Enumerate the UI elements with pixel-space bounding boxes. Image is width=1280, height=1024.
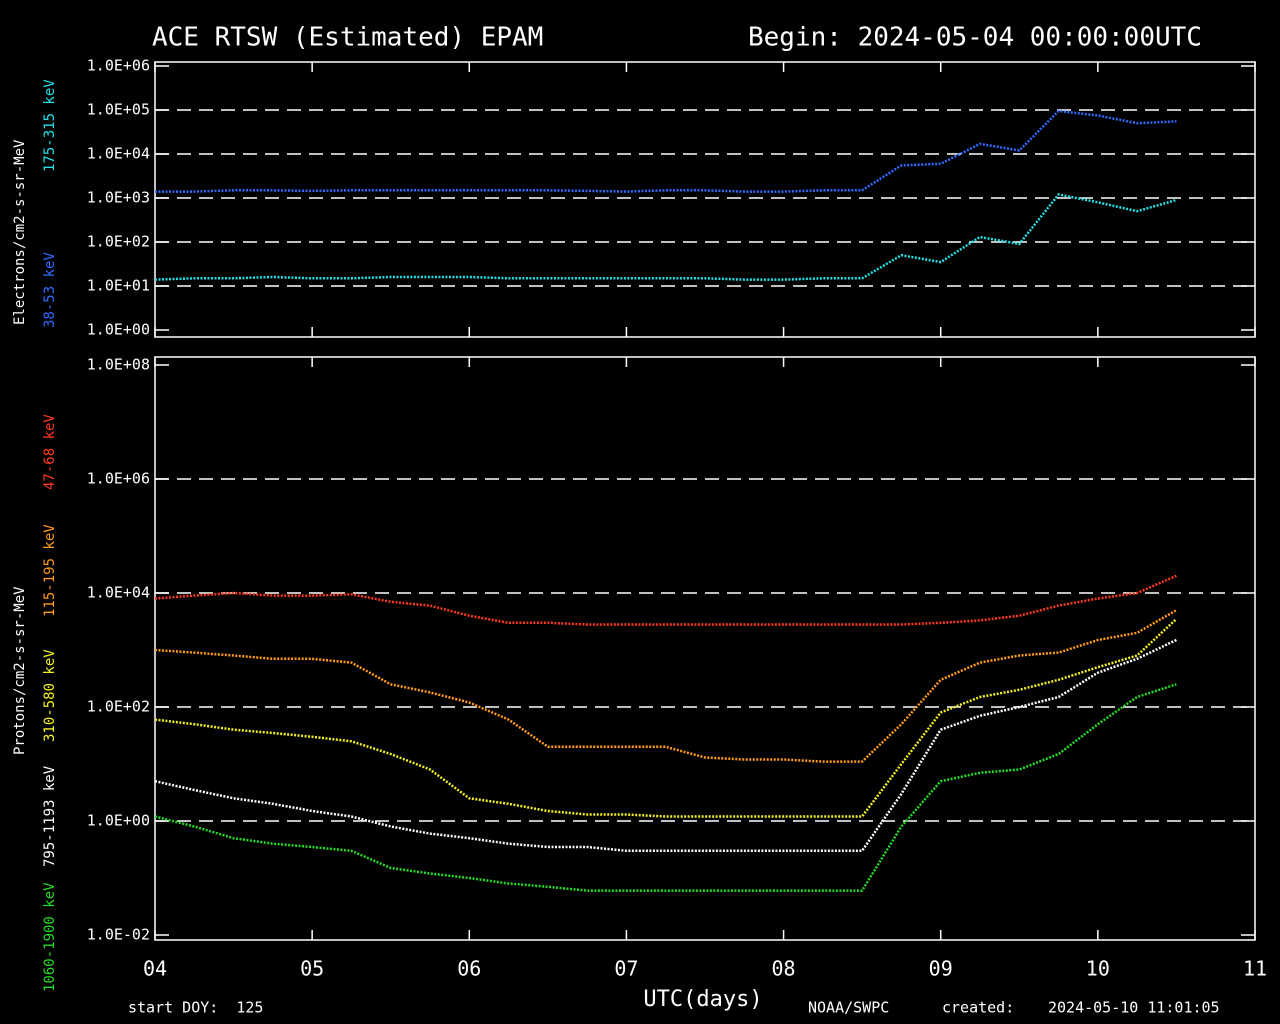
created-label: created:: [942, 999, 1014, 1017]
y-axis-title: Protons/cm2-s-sr-MeV: [12, 586, 28, 755]
y-tick-label: 1.0E+08: [87, 356, 150, 374]
created-time: 2024-05-10 11:01:05: [1048, 999, 1220, 1017]
start-doy: start DOY: 125: [128, 999, 263, 1017]
y-tick-label: 1.0E+04: [87, 145, 150, 163]
series-line: [154, 683, 1177, 892]
y-tick-label: 1.0E+02: [87, 233, 150, 251]
series-line: [154, 609, 1178, 763]
y-tick-label: 1.0E+01: [87, 277, 150, 295]
panel-frame: [154, 356, 1256, 941]
chart-title: ACE RTSW (Estimated) EPAM: [152, 23, 543, 53]
x-tick-label: 09: [929, 957, 953, 981]
x-tick-label: 11: [1243, 957, 1267, 981]
y-tick-label: 1.0E-02: [87, 926, 150, 944]
y-tick-label: 1.0E+03: [87, 189, 150, 207]
x-tick-label: 10: [1086, 957, 1110, 981]
panel-frame: [154, 61, 1256, 338]
legend-label: 175-315 keV: [42, 79, 58, 172]
y-tick-label: 1.0E+06: [87, 470, 150, 488]
x-tick-label: 08: [772, 957, 796, 981]
y-tick-label: 1.0E+00: [87, 812, 150, 830]
series-line: [154, 638, 1177, 853]
legend-label: 47-68 keV: [42, 414, 58, 490]
legend-label: 1060-1900 keV: [42, 882, 58, 992]
y-tick-label: 1.0E+02: [87, 698, 150, 716]
legend-label: 115-195 keV: [42, 524, 58, 617]
y-tick-label: 1.0E+05: [87, 101, 150, 119]
x-tick-label: 06: [457, 957, 481, 981]
y-tick-label: 1.0E+04: [87, 584, 150, 602]
begin-time: Begin: 2024-05-04 00:00:00UTC: [748, 23, 1202, 53]
legend-label: 310-580 keV: [42, 649, 58, 742]
x-tick-label: 04: [143, 957, 167, 981]
x-tick-label: 07: [614, 957, 638, 981]
y-tick-label: 1.0E+06: [87, 57, 150, 75]
x-axis-title: UTC(days): [643, 987, 762, 1012]
legend-label: 38-53 keV: [42, 252, 58, 328]
series-line: [154, 193, 1177, 281]
y-axis-title: Electrons/cm2-s-sr-MeV: [12, 139, 28, 325]
x-tick-label: 05: [300, 957, 324, 981]
source: NOAA/SWPC: [808, 999, 889, 1017]
series-line: [154, 574, 1177, 626]
y-tick-label: 1.0E+00: [87, 321, 150, 339]
legend-label: 795-1193 keV: [42, 765, 58, 867]
